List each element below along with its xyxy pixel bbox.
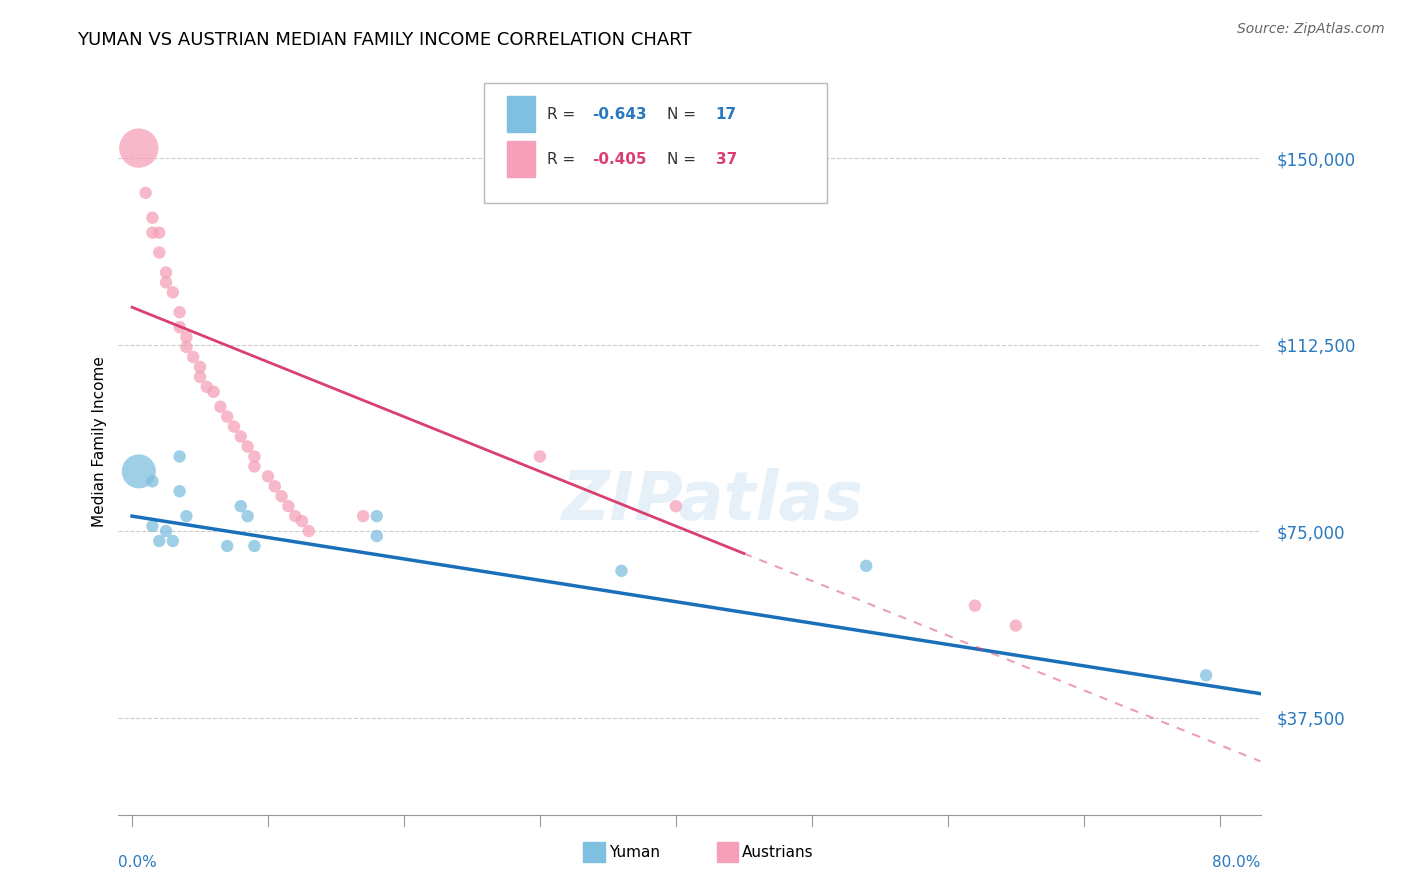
Point	[202, 384, 225, 399]
Point	[176, 340, 198, 354]
Point	[291, 514, 314, 528]
Point	[222, 419, 245, 434]
Point	[148, 226, 170, 240]
Point	[270, 489, 292, 503]
Point	[135, 186, 157, 200]
Point	[188, 370, 211, 384]
Point	[209, 400, 232, 414]
Point	[263, 479, 285, 493]
Text: N =: N =	[666, 152, 700, 167]
Point	[366, 529, 388, 543]
Point	[236, 440, 259, 454]
Point	[284, 509, 307, 524]
Point	[243, 459, 266, 474]
Point	[236, 509, 259, 524]
Point	[141, 475, 163, 489]
Text: 80.0%: 80.0%	[1212, 855, 1261, 870]
Point	[169, 320, 191, 334]
Point	[169, 484, 191, 499]
Point	[243, 539, 266, 553]
Point	[217, 409, 239, 424]
Bar	[506, 141, 536, 177]
Text: YUMAN VS AUSTRIAN MEDIAN FAMILY INCOME CORRELATION CHART: YUMAN VS AUSTRIAN MEDIAN FAMILY INCOME C…	[77, 31, 692, 49]
Point	[128, 141, 150, 155]
Text: R =: R =	[547, 107, 579, 122]
Point	[141, 226, 163, 240]
Point	[169, 305, 191, 319]
Point	[665, 499, 688, 513]
Point	[298, 524, 321, 538]
Point	[352, 509, 374, 524]
Point	[169, 450, 191, 464]
Text: 17: 17	[716, 107, 737, 122]
Point	[155, 524, 177, 538]
Point	[243, 450, 266, 464]
Point	[128, 464, 150, 478]
Point	[162, 285, 184, 300]
Point	[176, 509, 198, 524]
Point	[610, 564, 633, 578]
Text: N =: N =	[666, 107, 700, 122]
Point	[217, 539, 239, 553]
Text: ZIPatlas: ZIPatlas	[561, 468, 863, 534]
Point	[529, 450, 551, 464]
Text: Yuman: Yuman	[609, 845, 659, 860]
Y-axis label: Median Family Income: Median Family Income	[93, 356, 107, 527]
Point	[277, 499, 299, 513]
Point	[155, 265, 177, 279]
Text: 0.0%: 0.0%	[118, 855, 157, 870]
Point	[176, 330, 198, 344]
Point	[1004, 618, 1026, 632]
FancyBboxPatch shape	[484, 84, 827, 202]
Point	[148, 534, 170, 549]
Bar	[506, 96, 536, 132]
Text: -0.643: -0.643	[592, 107, 647, 122]
Point	[229, 499, 252, 513]
Point	[148, 245, 170, 260]
Text: R =: R =	[547, 152, 579, 167]
Point	[141, 519, 163, 533]
Text: Austrians: Austrians	[742, 845, 814, 860]
Point	[195, 380, 218, 394]
Point	[855, 558, 877, 573]
Point	[963, 599, 986, 613]
Point	[188, 359, 211, 374]
Point	[155, 276, 177, 290]
Point	[257, 469, 280, 483]
Point	[229, 429, 252, 443]
Text: 37: 37	[716, 152, 737, 167]
Point	[162, 534, 184, 549]
Point	[181, 350, 204, 364]
Text: Source: ZipAtlas.com: Source: ZipAtlas.com	[1237, 22, 1385, 37]
Text: -0.405: -0.405	[592, 152, 647, 167]
Point	[1195, 668, 1218, 682]
Point	[366, 509, 388, 524]
Point	[141, 211, 163, 225]
